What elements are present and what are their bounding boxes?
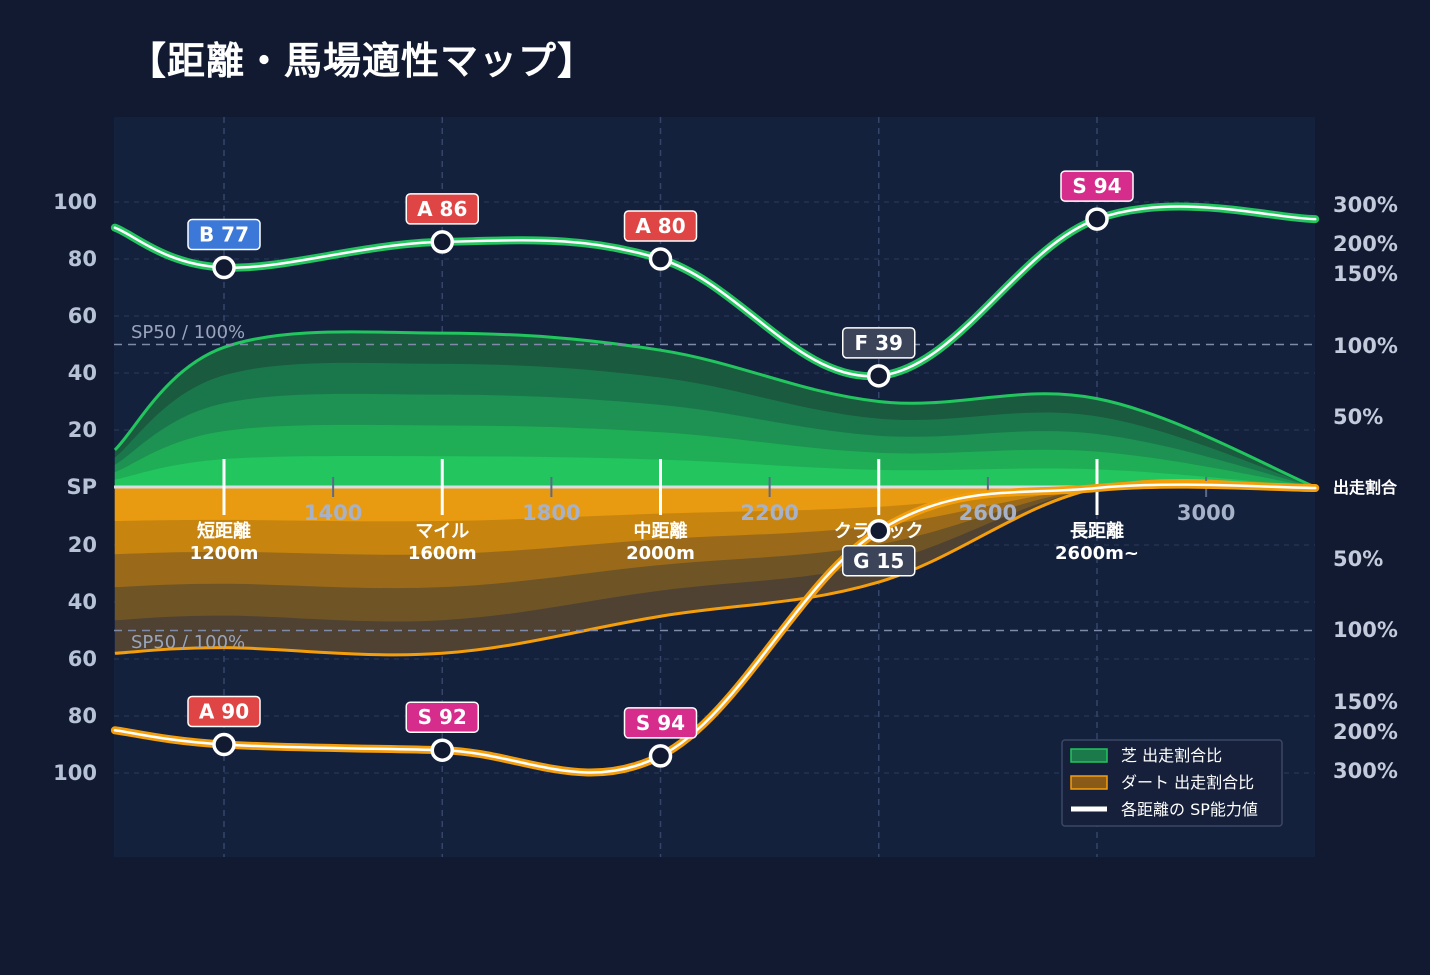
legend-label: 芝 出走割合比 bbox=[1121, 746, 1222, 765]
turf-rank-label: A 86 bbox=[417, 197, 467, 221]
ratio-axis-label: 200% bbox=[1333, 232, 1398, 256]
category-sublabel: 1200m bbox=[190, 543, 259, 564]
category-sublabel: 2000m bbox=[626, 543, 695, 564]
dirt-rank-label: S 94 bbox=[636, 711, 685, 735]
legend-label: 各距離の SP能力値 bbox=[1121, 800, 1258, 819]
ratio-axis-label: 300% bbox=[1333, 193, 1398, 217]
ratio-axis-label: 200% bbox=[1333, 720, 1398, 744]
category-label: マイル bbox=[415, 521, 469, 542]
dirt-rank-badge bbox=[187, 695, 261, 728]
legend-swatch bbox=[1070, 748, 1108, 763]
x-tick-label: 2600 bbox=[959, 501, 1017, 525]
category-label: 中距離 bbox=[634, 520, 688, 542]
turf-ratio-line bbox=[113, 330, 1316, 489]
turf-ratio-band bbox=[114, 455, 1316, 487]
sp-axis-label: 20 bbox=[68, 533, 97, 557]
turf-rank-label: B 77 bbox=[199, 223, 249, 247]
turf-sp-point bbox=[212, 255, 236, 280]
turf-rank-label: F 39 bbox=[855, 331, 903, 355]
legend-swatch bbox=[1070, 775, 1108, 790]
threshold-label: SP50 / 100% bbox=[131, 322, 245, 343]
turf-sp-point bbox=[430, 230, 454, 254]
category-sublabel: 1600m bbox=[408, 543, 477, 564]
sp-axis-label: 40 bbox=[68, 590, 97, 614]
sp-axis-label: 20 bbox=[68, 418, 97, 442]
ratio-axis-label: 300% bbox=[1333, 759, 1398, 783]
dirt-sp-point bbox=[648, 744, 673, 768]
category-sublabel: 2600m~ bbox=[1055, 543, 1139, 564]
dirt-sp-point bbox=[867, 519, 891, 543]
ratio-axis-label: 150% bbox=[1333, 690, 1398, 714]
sp-axis-label: SP bbox=[66, 475, 97, 499]
ratio-axis-label: 100% bbox=[1333, 334, 1398, 358]
turf-rank-label: A 80 bbox=[635, 214, 685, 238]
dirt-rank-badge bbox=[842, 545, 916, 577]
category-label: 長距離 bbox=[1070, 520, 1124, 542]
dirt-rank-badge bbox=[405, 701, 479, 733]
dirt-rank-label: S 92 bbox=[418, 705, 467, 729]
turf-sp-point bbox=[867, 364, 891, 388]
x-tick-label: 1800 bbox=[522, 501, 580, 525]
x-tick-label: 3000 bbox=[1177, 501, 1235, 525]
turf-rank-badge bbox=[1060, 170, 1134, 202]
sp-axis-label: 80 bbox=[68, 704, 97, 728]
legend-box bbox=[1061, 739, 1283, 827]
dirt-rank-label: G 15 bbox=[853, 549, 904, 573]
turf-sp-point bbox=[648, 247, 673, 271]
turf-sp-point bbox=[1085, 207, 1109, 231]
sp-axis-label: 100 bbox=[53, 190, 97, 214]
turf-rank-badge bbox=[842, 327, 916, 359]
turf-rank-badge bbox=[405, 193, 479, 225]
sp-axis-label: 80 bbox=[68, 247, 97, 271]
sp-axis-label: 100 bbox=[53, 761, 97, 785]
ratio-axis-label: 50% bbox=[1333, 547, 1383, 571]
ratio-axis-label: 50% bbox=[1333, 405, 1383, 429]
category-label: 短距離 bbox=[197, 520, 251, 542]
ratio-axis-label: 150% bbox=[1333, 262, 1398, 286]
sp-axis-label: 60 bbox=[68, 647, 97, 671]
x-tick-label: 2200 bbox=[740, 501, 798, 525]
dirt-sp-point bbox=[212, 732, 236, 757]
chart-title: 【距離・馬場適性マップ】 bbox=[128, 39, 597, 83]
turf-rank-badge bbox=[187, 218, 261, 251]
dirt-rank-label: A 90 bbox=[199, 700, 249, 724]
sp-axis-label: 60 bbox=[68, 304, 97, 328]
dirt-ratio-band bbox=[114, 486, 1316, 522]
dirt-rank-badge bbox=[623, 707, 698, 739]
threshold-label: SP50 / 100% bbox=[131, 632, 245, 653]
x-tick-label: 1400 bbox=[304, 501, 362, 525]
ratio-axis-middle-label: 出走割合 bbox=[1333, 478, 1398, 497]
dirt-sp-point bbox=[430, 738, 454, 762]
turf-rank-badge bbox=[623, 210, 698, 242]
turf-rank-label: S 94 bbox=[1072, 174, 1121, 198]
sp-axis-label: 40 bbox=[68, 361, 97, 385]
legend-label: ダート 出走割合比 bbox=[1121, 773, 1254, 792]
ratio-axis-label: 100% bbox=[1333, 618, 1398, 642]
